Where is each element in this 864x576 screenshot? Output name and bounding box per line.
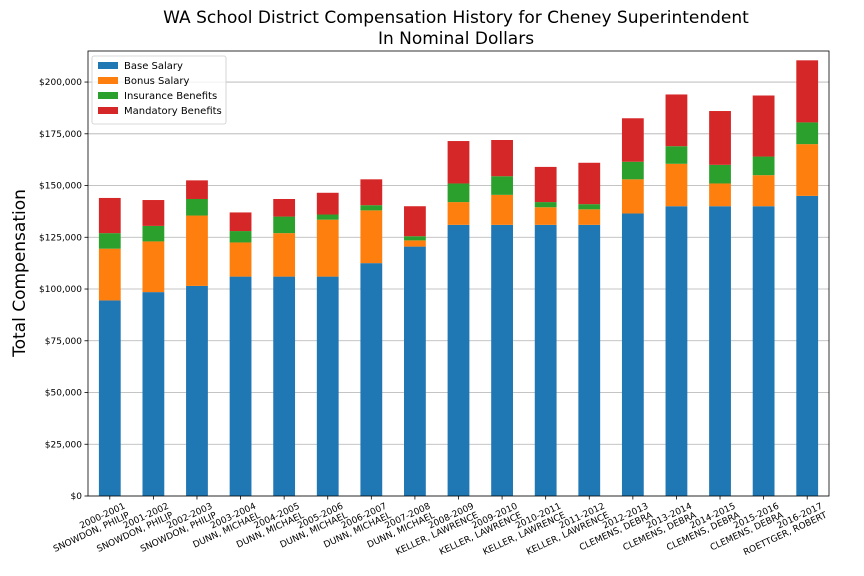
legend-swatch <box>98 107 118 114</box>
bar-mandatory-benefits <box>360 179 383 206</box>
bar-base-salary <box>621 213 644 496</box>
bar-bonus-salary <box>98 248 121 301</box>
bar-insurance-benefits <box>534 202 557 208</box>
bar-insurance-benefits <box>98 233 121 249</box>
bar-base-salary <box>404 246 426 496</box>
bar-insurance-benefits <box>360 205 383 211</box>
bar-insurance-benefits <box>316 214 339 220</box>
bar-insurance-benefits <box>447 183 470 203</box>
bar-mandatory-benefits <box>578 162 601 205</box>
bar-base-salary <box>752 206 775 497</box>
bar-bonus-salary <box>404 240 426 247</box>
y-tick-label: $100,000 <box>39 285 82 295</box>
bar-insurance-benefits <box>665 146 688 164</box>
bar-base-salary <box>665 206 688 497</box>
bar-mandatory-benefits <box>186 180 208 199</box>
bar-base-salary <box>534 224 557 496</box>
y-tick-label: $175,000 <box>39 130 82 140</box>
y-tick-label: $50,000 <box>45 389 82 399</box>
bar-bonus-salary <box>229 242 252 277</box>
bar-insurance-benefits <box>796 122 819 145</box>
chart-title-line-2: In Nominal Dollars <box>377 29 535 49</box>
x-tick-label: 2000-2001SNOWDON, PHILIP <box>48 501 132 554</box>
bar-mandatory-benefits <box>404 206 426 237</box>
bar-base-salary <box>578 224 601 496</box>
bar-base-salary <box>491 224 513 496</box>
bar-mandatory-benefits <box>709 111 731 165</box>
legend-box <box>91 55 227 125</box>
bar-bonus-salary <box>142 241 165 293</box>
bar-bonus-salary <box>796 144 819 196</box>
legend-label: Insurance Benefits <box>124 91 217 102</box>
bar-bonus-salary <box>665 163 688 207</box>
bar-insurance-benefits <box>404 236 426 241</box>
bar-base-salary <box>447 224 470 496</box>
y-axis-label: Total Compensation <box>10 189 30 358</box>
legend-swatch <box>98 92 118 99</box>
bar-bonus-salary <box>447 202 470 225</box>
bar-mandatory-benefits <box>98 197 121 234</box>
chart-title: WA School District Compensation History … <box>0 8 864 50</box>
bar-bonus-salary <box>186 215 208 286</box>
bar-mandatory-benefits <box>316 192 339 215</box>
bar-bonus-salary <box>621 179 644 214</box>
bar-mandatory-benefits <box>273 198 296 217</box>
bar-mandatory-benefits <box>665 94 688 147</box>
bar-bonus-salary <box>273 233 296 277</box>
bar-mandatory-benefits <box>229 212 252 232</box>
legend-swatch <box>98 77 118 84</box>
bar-base-salary <box>186 285 208 496</box>
bar-insurance-benefits <box>491 176 513 195</box>
bar-mandatory-benefits <box>752 95 775 157</box>
bar-insurance-benefits <box>752 156 775 176</box>
legend-swatch <box>98 62 118 69</box>
bar-mandatory-benefits <box>142 200 165 226</box>
bar-base-salary <box>709 206 731 497</box>
bar-base-salary <box>142 292 165 496</box>
bar-insurance-benefits <box>186 198 208 216</box>
x-tick-labels: 2000-2001SNOWDON, PHILIP2001-2002SNOWDON… <box>48 496 829 558</box>
bar-insurance-benefits <box>578 204 601 210</box>
y-tick-label: $25,000 <box>45 440 82 450</box>
bar-base-salary <box>796 195 819 496</box>
y-tick-label: $200,000 <box>39 78 82 88</box>
bar-base-salary <box>98 300 121 496</box>
bar-insurance-benefits <box>709 164 731 184</box>
legend: Base Salary Bonus Salary Insurance Benefit… <box>91 55 227 125</box>
bar-bonus-salary <box>491 194 513 225</box>
bar-base-salary <box>273 276 296 496</box>
bar-insurance-benefits <box>229 231 252 243</box>
bar-bonus-salary <box>752 175 775 207</box>
y-tick-label: $125,000 <box>39 233 82 243</box>
y-tick-label: $75,000 <box>45 337 82 347</box>
bar-bonus-salary <box>578 209 601 225</box>
legend-label: Mandatory Benefits <box>124 106 222 117</box>
bar-bonus-salary <box>534 207 557 225</box>
y-tick-labels: $0 $25,000 $50,000 $75,000 $100,000 $125,000 $… <box>39 78 88 502</box>
bar-insurance-benefits <box>621 161 644 180</box>
bar-base-salary <box>360 263 383 496</box>
y-tick-label: $150,000 <box>39 182 82 192</box>
bar-base-salary <box>229 276 252 496</box>
chart-title-line-1: WA School District Compensation History … <box>163 8 749 28</box>
bar-insurance-benefits <box>142 225 165 242</box>
bar-bonus-salary <box>360 210 383 264</box>
legend-label: Bonus Salary <box>124 76 190 87</box>
bar-base-salary <box>316 276 339 496</box>
y-tick-label: $0 <box>71 492 83 502</box>
bar-mandatory-benefits <box>796 60 819 123</box>
bar-mandatory-benefits <box>534 166 557 203</box>
bar-mandatory-benefits <box>621 118 644 162</box>
legend-label: Base Salary <box>124 61 183 72</box>
bar-bonus-salary <box>709 183 731 207</box>
bar-bonus-salary <box>316 219 339 277</box>
bar-mandatory-benefits <box>447 141 470 184</box>
bars <box>98 60 819 497</box>
bar-mandatory-benefits <box>491 140 513 177</box>
bar-insurance-benefits <box>273 216 296 234</box>
